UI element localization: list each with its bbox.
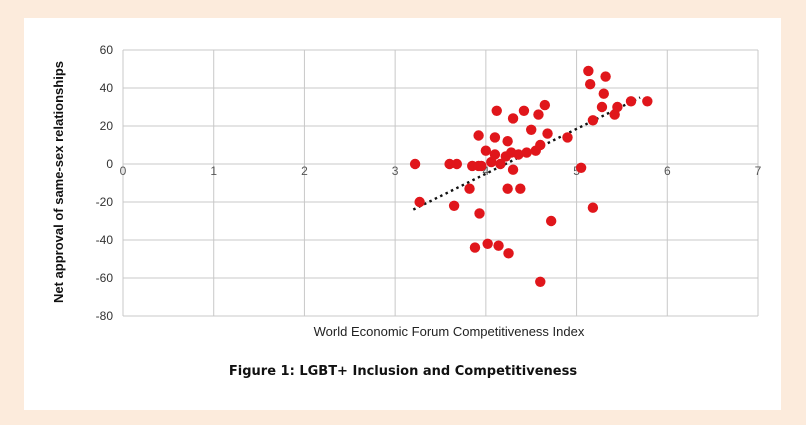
- data-point: [473, 130, 484, 141]
- data-point: [444, 158, 455, 170]
- x-tick-label: 2: [301, 164, 308, 178]
- y-tick-label: 40: [100, 81, 114, 95]
- x-tick-label: 4: [483, 164, 490, 178]
- x-tick-label: 6: [664, 164, 671, 178]
- y-tick-label: 0: [106, 157, 113, 171]
- data-point: [502, 183, 513, 194]
- data-point: [598, 88, 609, 99]
- data-point: [575, 162, 587, 173]
- data-point: [489, 149, 501, 160]
- x-tick-label: 5: [573, 164, 580, 178]
- y-axis-label: Net approval of same-sex relationships: [51, 61, 66, 303]
- data-point: [612, 101, 623, 113]
- data-point: [526, 124, 537, 135]
- data-point: [491, 105, 502, 117]
- data-point: [583, 65, 594, 77]
- data-point: [503, 248, 514, 259]
- data-point: [533, 109, 544, 120]
- data-point: [448, 200, 460, 211]
- data-point: [469, 242, 481, 253]
- data-point: [545, 215, 557, 227]
- data-point: [515, 183, 526, 194]
- figure-card: [24, 18, 781, 410]
- data-point: [502, 136, 513, 147]
- data-point: [587, 202, 599, 213]
- data-point: [535, 276, 546, 287]
- x-tick-label: 7: [755, 164, 762, 178]
- data-point: [482, 238, 493, 249]
- y-tick-label: -40: [96, 233, 114, 247]
- data-point: [480, 145, 492, 156]
- y-tick-label: -80: [96, 309, 114, 323]
- x-tick-labels: 0 1 2 3 4 5 6 7: [120, 164, 762, 178]
- data-point: [495, 158, 506, 170]
- data-point: [535, 139, 546, 151]
- data-point: [587, 115, 599, 126]
- x-axis-label: World Economic Forum Competitiveness Ind…: [314, 324, 585, 339]
- data-point: [507, 113, 519, 124]
- data-point: [600, 71, 611, 82]
- data-point: [507, 164, 519, 175]
- data-point: [521, 147, 532, 158]
- grid-lines: [122, 49, 759, 317]
- data-point: [584, 79, 596, 90]
- data-point: [542, 128, 553, 139]
- y-tick-label: 60: [100, 43, 114, 57]
- data-point: [414, 196, 425, 208]
- data-point: [489, 132, 501, 143]
- data-point: [451, 158, 463, 170]
- y-tick-label: 20: [100, 119, 114, 133]
- data-point: [513, 149, 524, 160]
- data-point: [625, 96, 637, 107]
- data-point: [409, 158, 421, 170]
- data-point: [464, 183, 475, 194]
- data-point: [539, 99, 551, 111]
- y-tick-labels: 60 40 20 0 -20 -40 -60 -80: [96, 43, 114, 323]
- y-tick-label: -60: [96, 271, 114, 285]
- figure-caption: Figure 1: LGBT+ Inclusion and Competitiv…: [228, 364, 578, 379]
- data-point: [518, 105, 530, 117]
- data-point: [493, 240, 504, 251]
- data-point: [476, 160, 487, 172]
- data-point: [596, 101, 608, 113]
- data-point: [562, 132, 573, 143]
- data-point: [642, 96, 653, 107]
- x-tick-label: 3: [392, 164, 399, 178]
- data-points: [409, 65, 653, 287]
- x-tick-label: 0: [120, 164, 127, 178]
- data-point: [474, 208, 485, 219]
- x-tick-label: 1: [210, 164, 217, 178]
- y-tick-label: -20: [96, 195, 114, 209]
